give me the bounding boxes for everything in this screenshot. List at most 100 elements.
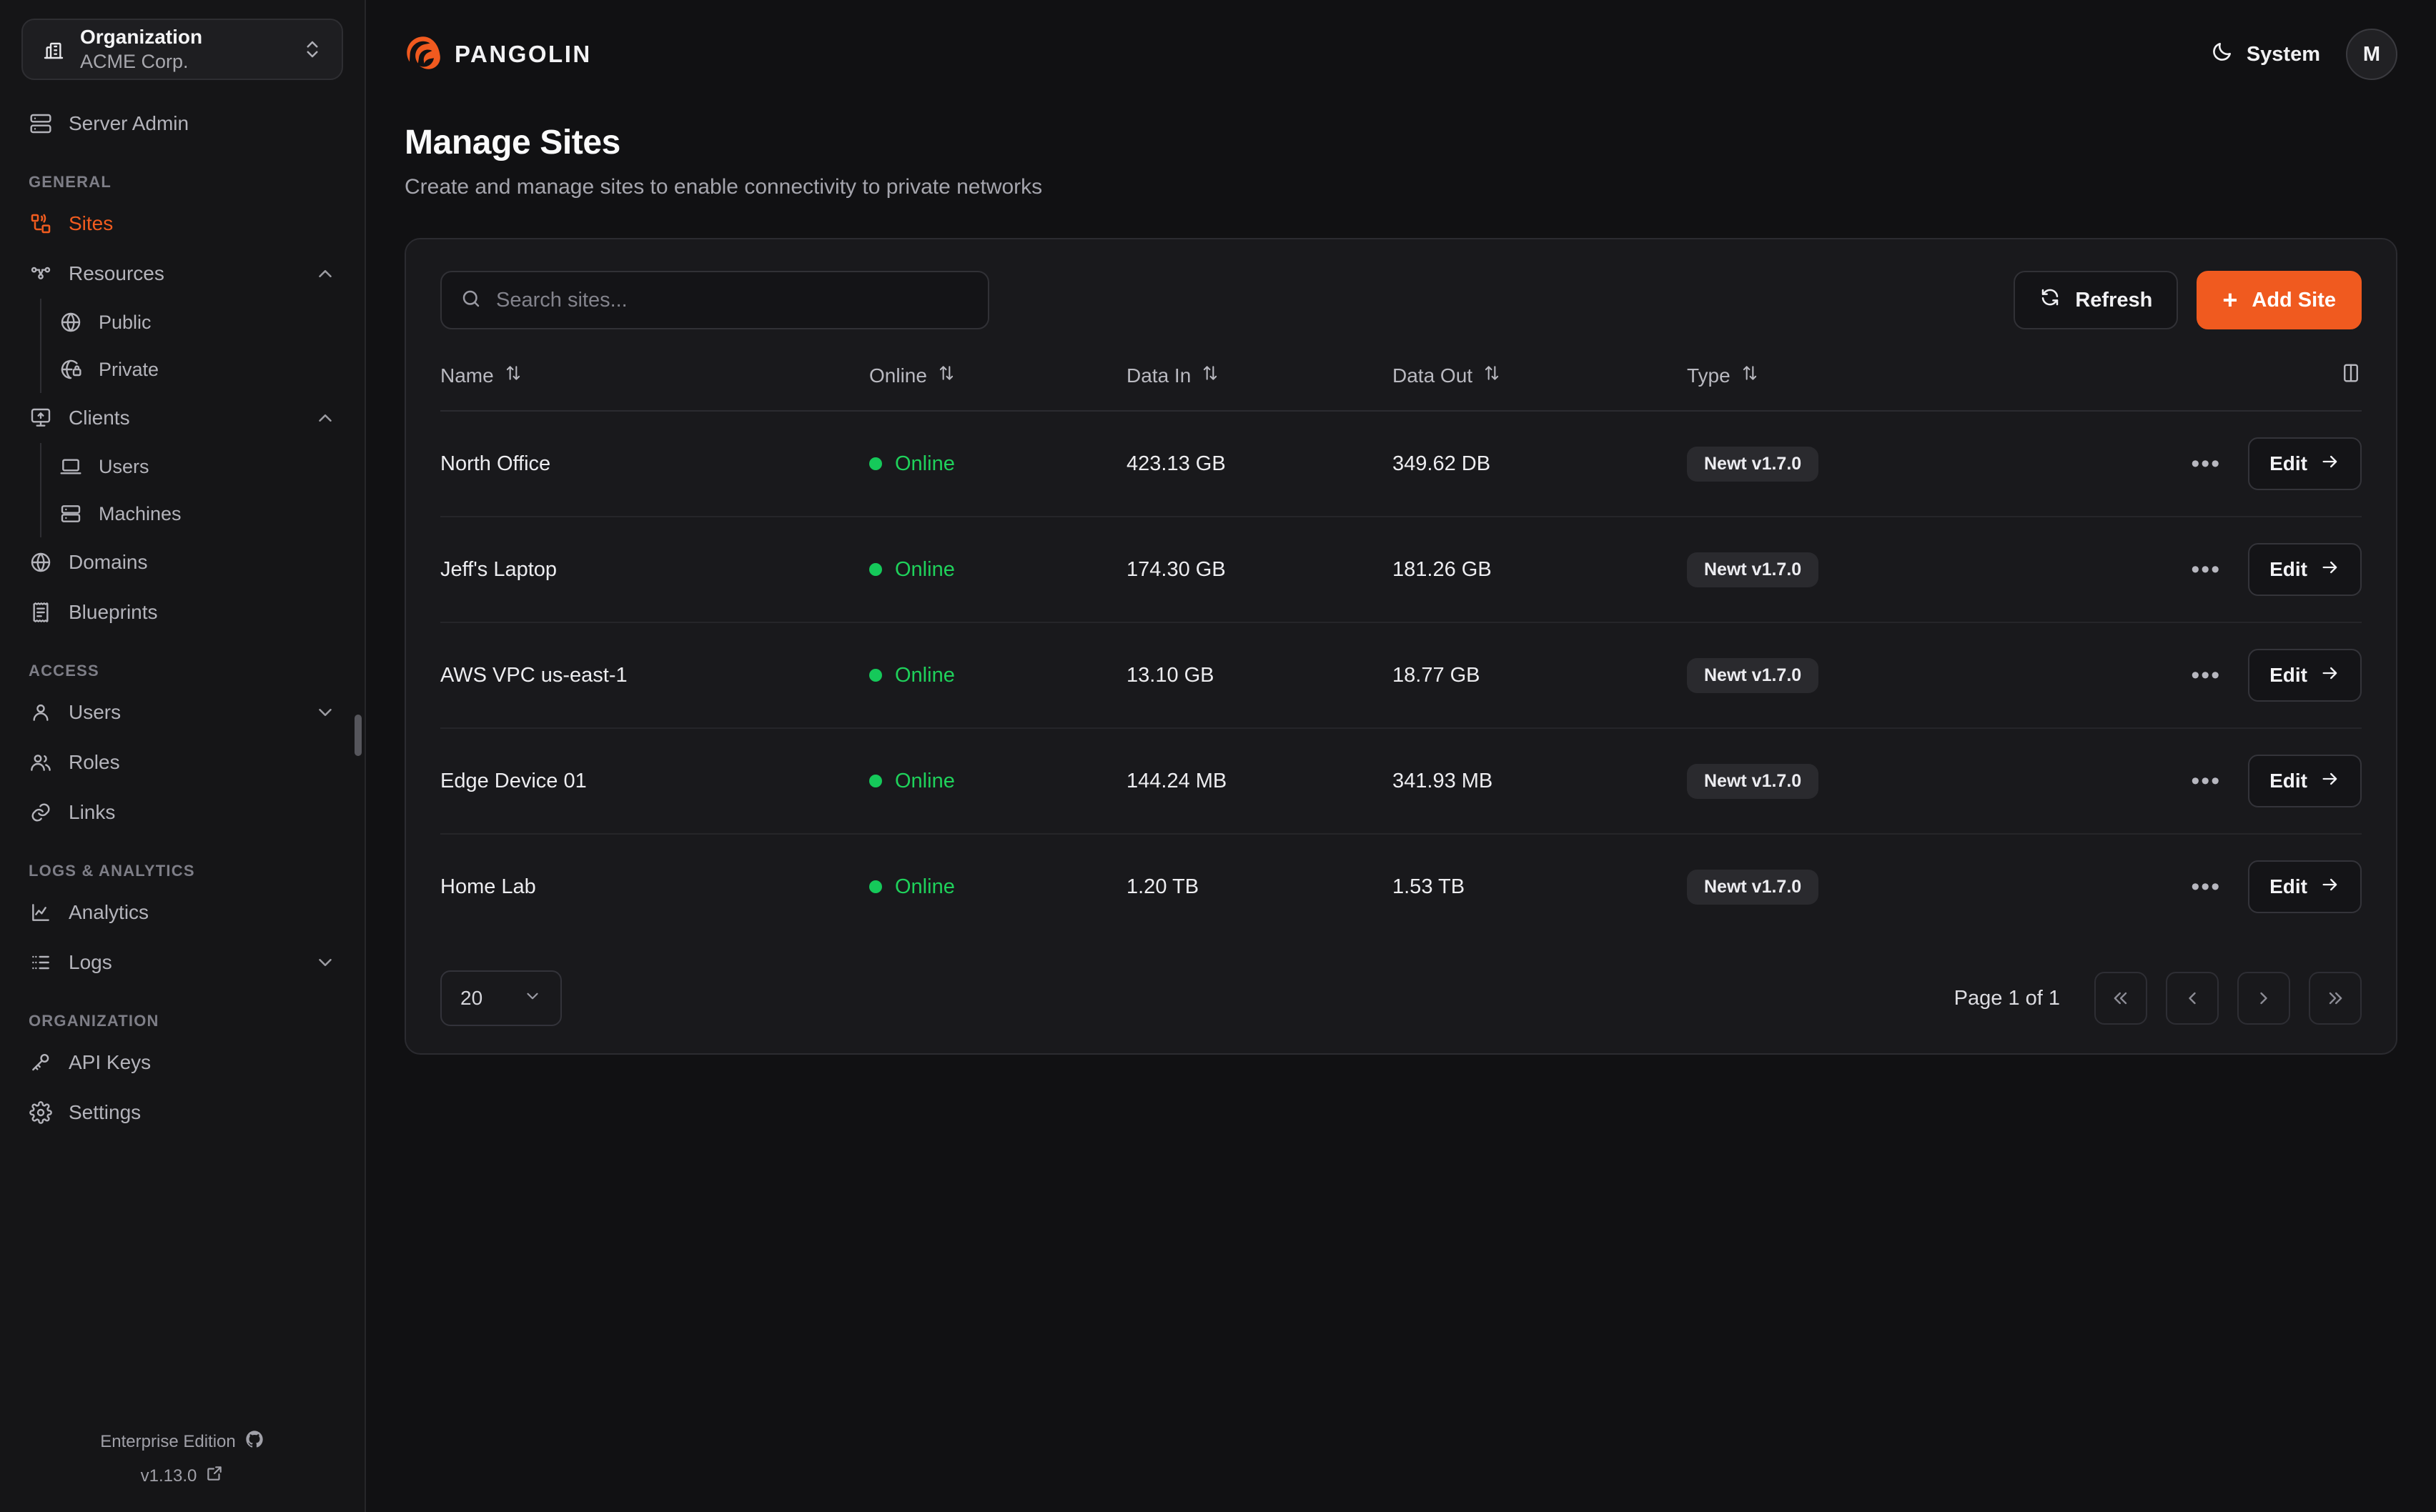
sidebar-item-roles[interactable]: Roles [21,737,343,787]
type-badge: Newt v1.7.0 [1687,869,1819,905]
row-menu-icon[interactable]: ••• [2191,662,2222,689]
cell-actions: ••• Edit [2116,517,2362,623]
edit-label: Edit [2269,770,2307,792]
sidebar-item-api-keys[interactable]: API Keys [21,1038,343,1088]
table-row[interactable]: AWS VPC us-east-1 Online 13.10 GB 18.77 … [440,622,2362,729]
sidebar-item-resources[interactable]: Resources [21,249,343,299]
github-icon[interactable] [244,1429,264,1454]
cell-data-in: 144.24 MB [1127,728,1392,835]
sidebar-item-domains[interactable]: Domains [21,537,343,587]
column-header-type[interactable]: Type [1687,362,2116,412]
sidebar-item-server-admin[interactable]: Server Admin [21,99,343,149]
arrow-right-icon [2320,769,2340,794]
cell-data-in: 1.20 TB [1127,875,1199,898]
last-page-button[interactable] [2309,972,2362,1025]
sidebar-item-public[interactable]: Public [51,299,343,346]
cell-online: Online [869,622,1127,729]
external-link-icon[interactable] [205,1464,224,1488]
edit-button[interactable]: Edit [2248,649,2362,702]
cell-actions: ••• Edit [2116,411,2362,517]
add-site-button[interactable]: + Add Site [2197,271,2362,329]
sidebar-footer: Enterprise Edition v1.13.0 [0,1429,365,1512]
sidebar-item-blueprints[interactable]: Blueprints [21,587,343,637]
sidebar-item-settings[interactable]: Settings [21,1088,343,1138]
cell-name: Jeff's Laptop [440,517,869,623]
sidebar-item-machines[interactable]: Machines [51,490,343,537]
link-icon [29,800,53,825]
prev-page-button[interactable] [2166,972,2219,1025]
edit-button[interactable]: Edit [2248,860,2362,913]
cell-name: AWS VPC us-east-1 [440,622,869,729]
search-input[interactable] [496,288,969,312]
sidebar-scrollbar[interactable] [355,715,362,756]
sidebar-item-label: API Keys [69,1051,152,1073]
version-row[interactable]: v1.13.0 [141,1464,224,1488]
topbar: PANGOLIN System M [366,0,2436,109]
table-row[interactable]: Edge Device 01 Online 144.24 MB 341.93 M… [440,728,2362,835]
table-row[interactable]: Home Lab Online 1.20 TB 1.53 TB Newt v1.… [440,834,2362,939]
arrow-right-icon [2320,557,2340,582]
edit-label: Edit [2269,558,2307,580]
row-menu-icon[interactable]: ••• [2191,450,2222,477]
page-title: Manage Sites [405,124,620,161]
row-menu-icon[interactable]: ••• [2191,873,2222,900]
type-badge: Newt v1.7.0 [1687,657,1819,693]
type-badge: Newt v1.7.0 [1687,446,1819,482]
edit-button[interactable]: Edit [2248,437,2362,490]
avatar[interactable]: M [2346,29,2397,80]
sidebar-item-clients[interactable]: Clients [21,393,343,443]
status-dot [869,563,882,576]
page-size-select[interactable]: 20 [440,970,562,1026]
edit-button[interactable]: Edit [2248,543,2362,596]
sidebar-item-label: Roles [69,751,120,773]
column-header-data-out[interactable]: Data Out [1392,362,1687,412]
sidebar-item-users-client[interactable]: Users [51,443,343,490]
building-icon [41,37,66,61]
sidebar-item-label: Domains [69,551,148,573]
table-row[interactable]: Jeff's Laptop Online 174.30 GB 181.26 GB… [440,517,2362,623]
edition-row[interactable]: Enterprise Edition [100,1429,264,1454]
toolbar-actions: Refresh + Add Site [2014,271,2362,329]
cell-type: Newt v1.7.0 [1687,834,2116,939]
sidebar-item-label: Resources [69,262,164,284]
column-header-data-in[interactable]: Data In [1127,362,1392,412]
cell-type: Newt v1.7.0 [1687,517,2116,623]
card-toolbar: Refresh + Add Site [440,271,2362,329]
brand[interactable]: PANGOLIN [405,34,592,75]
user-icon [29,700,53,725]
sidebar-item-private[interactable]: Private [51,346,343,393]
sidebar-item-users-access[interactable]: Users [21,687,343,737]
row-menu-icon[interactable]: ••• [2191,556,2222,583]
table-row[interactable]: North Office Online 423.13 GB 349.62 DB … [440,411,2362,517]
column-header-online[interactable]: Online [869,362,1127,412]
cell-data-out: 349.62 DB [1392,411,1687,517]
sort-icon [504,364,523,387]
sidebar-item-logs[interactable]: Logs [21,937,343,988]
refresh-button[interactable]: Refresh [2014,271,2179,329]
org-title: Organization [80,26,203,49]
sidebar-item-links[interactable]: Links [21,787,343,837]
column-header-actions [2116,362,2362,412]
theme-toggle[interactable]: System [2211,40,2320,69]
sidebar-item-analytics[interactable]: Analytics [21,887,343,937]
org-switcher[interactable]: Organization ACME Corp. [21,19,343,80]
chevron-up-icon [315,407,336,429]
sidebar-nav: Server Admin GENERAL Sites [0,99,365,1429]
arrow-right-icon [2320,663,2340,688]
edit-button[interactable]: Edit [2248,755,2362,807]
sidebar-item-sites[interactable]: Sites [21,199,343,249]
column-label: Online [869,364,927,387]
sort-icon [937,364,956,387]
column-visibility-icon[interactable] [2340,362,2362,389]
search-box[interactable] [440,271,989,329]
main-content: PANGOLIN System M Manage Sites Create an… [366,0,2436,1512]
next-page-button[interactable] [2237,972,2290,1025]
first-page-button[interactable] [2094,972,2147,1025]
edition-label: Enterprise Edition [100,1431,236,1451]
row-menu-icon[interactable]: ••• [2191,767,2222,795]
sort-icon [1201,364,1219,387]
gear-icon [29,1100,53,1125]
arrow-right-icon [2320,875,2340,900]
cell-data-in: 13.10 GB [1127,622,1392,729]
column-header-name[interactable]: Name [440,362,869,412]
